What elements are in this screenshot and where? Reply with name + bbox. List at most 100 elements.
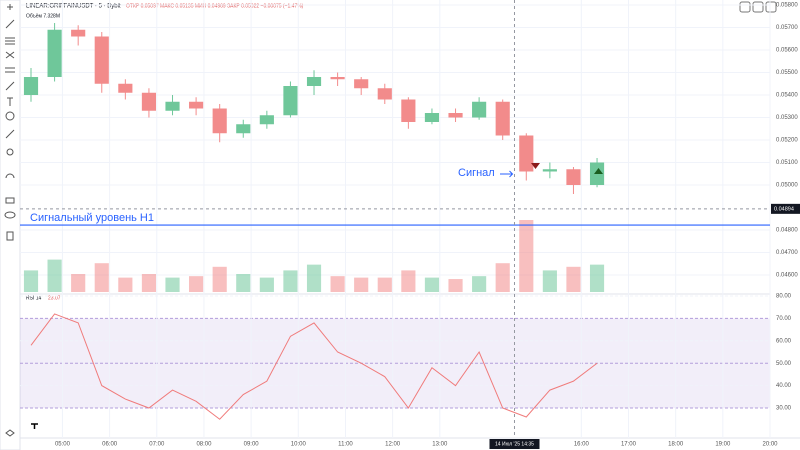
candle-body — [259, 115, 274, 125]
zoom-tool[interactable] — [6, 148, 14, 156]
rsi-tick-label: 50.00 — [776, 361, 792, 367]
trash-tool[interactable] — [6, 231, 14, 241]
pattern-tool[interactable] — [5, 51, 15, 59]
rsi-tick-label: 40.00 — [776, 383, 792, 389]
rsi-tick-label: 30.00 — [776, 406, 792, 412]
volume-bar — [259, 277, 274, 292]
line-tool[interactable] — [5, 19, 15, 29]
candle-body — [141, 92, 157, 111]
toolbar-icons — [4, 4, 16, 437]
y-tick-label: 0.05400 — [776, 93, 798, 99]
visibility-tool[interactable] — [4, 211, 16, 219]
rsi-tick-label: 70.00 — [776, 316, 792, 322]
x-tick-label: 13:00 — [432, 442, 448, 448]
magnet-tool[interactable] — [5, 173, 15, 179]
volume-bar — [236, 274, 251, 292]
button[interactable] — [765, 1, 777, 13]
candle-body — [306, 77, 322, 86]
y-tick-label: 0.05000 — [776, 183, 798, 189]
volume-bar — [47, 259, 62, 292]
volume-bar — [23, 270, 39, 292]
rsi-line — [30, 313, 598, 420]
signal-arrow — [500, 170, 514, 178]
candle-body — [94, 36, 109, 84]
icon-tool[interactable] — [5, 111, 15, 121]
x-tick-label: 09:00 — [244, 442, 260, 448]
layers-tool[interactable] — [5, 429, 15, 437]
volume-bar — [330, 276, 345, 292]
volume-bar — [212, 266, 227, 292]
candle-body — [330, 77, 345, 80]
crosshair-time-box — [489, 439, 540, 449]
volume-bar — [566, 266, 581, 292]
x-tick-label: 08:00 — [196, 442, 212, 448]
brush-tool[interactable] — [5, 81, 15, 91]
top-buttons — [739, 1, 777, 13]
lock-tool[interactable] — [5, 197, 15, 204]
y-tick-label: 0.05800 — [776, 3, 798, 9]
volume-bar — [472, 276, 487, 292]
y-tick-label: 0.05600 — [776, 48, 798, 54]
y-tick-label: 0.05700 — [776, 25, 798, 31]
x-tick-label: 06:00 — [102, 442, 118, 448]
x-tick-label: 05:00 — [55, 442, 71, 448]
rsi-tick-label: 80.00 — [776, 294, 792, 300]
ruler-tool[interactable] — [5, 129, 15, 139]
ohlc: ОТКР 0.05097 МАКС 0.05135 МИН 0.04969 ЗА… — [126, 3, 304, 9]
volume-bar — [424, 277, 440, 292]
candle-body — [23, 77, 39, 95]
buy-marker — [594, 168, 603, 174]
candle-body — [448, 113, 463, 118]
text-tool[interactable] — [7, 97, 13, 106]
y-tick-label: 0.05500 — [776, 70, 798, 76]
crosshair-price: 0.04894 — [774, 206, 794, 212]
volume-bar — [448, 279, 463, 292]
button[interactable] — [739, 1, 751, 13]
candle-body — [165, 101, 180, 111]
x-tick-label: 18:00 — [668, 442, 684, 448]
symbol: LINEAR:GRIFFAINUSDT · 5 · Bybit — [26, 4, 121, 10]
projection-tool[interactable] — [5, 67, 15, 73]
volume-bar — [377, 277, 392, 292]
x-tick-label: 17:00 — [621, 442, 637, 448]
button[interactable] — [752, 1, 764, 13]
volume-bar — [141, 274, 157, 292]
volume-bar — [354, 277, 369, 292]
candle-body — [472, 101, 487, 118]
y-tick-label: 0.04800 — [776, 228, 798, 234]
volume-bar — [283, 270, 298, 292]
x-tick-label: 20:00 — [762, 442, 778, 448]
logo — [31, 423, 38, 429]
volume-bar — [118, 277, 133, 292]
candle-body — [71, 29, 86, 37]
volume-bar — [94, 263, 109, 292]
candle-body — [542, 169, 557, 172]
x-tick-label: 16:00 — [574, 442, 590, 448]
y-tick-label: 0.05100 — [776, 160, 798, 166]
candle-body — [354, 79, 369, 89]
candle-body — [118, 83, 133, 93]
y-tick-label: 0.05200 — [776, 138, 798, 144]
rsi-value: 23.07 — [48, 295, 61, 301]
x-tick-label: 19:00 — [715, 442, 731, 448]
y-tick-label: 0.04600 — [776, 273, 798, 279]
rsi-label: RSI 14 — [26, 295, 42, 301]
x-tick-label: 07:00 — [149, 442, 165, 448]
volume-bar — [189, 276, 204, 292]
candle-body — [566, 169, 581, 185]
crosshair-tool[interactable] — [7, 4, 13, 10]
volume-bar — [306, 264, 322, 292]
rsi-tick-label: 60.00 — [776, 338, 792, 344]
crosshair-time: 14 Июл '25 14:35 — [495, 441, 534, 447]
candle-body — [377, 88, 392, 100]
x-tick-label: 12:00 — [385, 442, 401, 448]
candle-body — [495, 101, 510, 136]
volume-bar — [519, 220, 534, 292]
candle-body — [189, 101, 204, 109]
fib-tool[interactable] — [5, 37, 15, 45]
volume-bar — [401, 270, 416, 292]
volume-label: Объём 7.328M — [26, 13, 60, 19]
signal-label: Сигнал — [458, 167, 495, 179]
crosshair-price-box — [771, 203, 800, 214]
